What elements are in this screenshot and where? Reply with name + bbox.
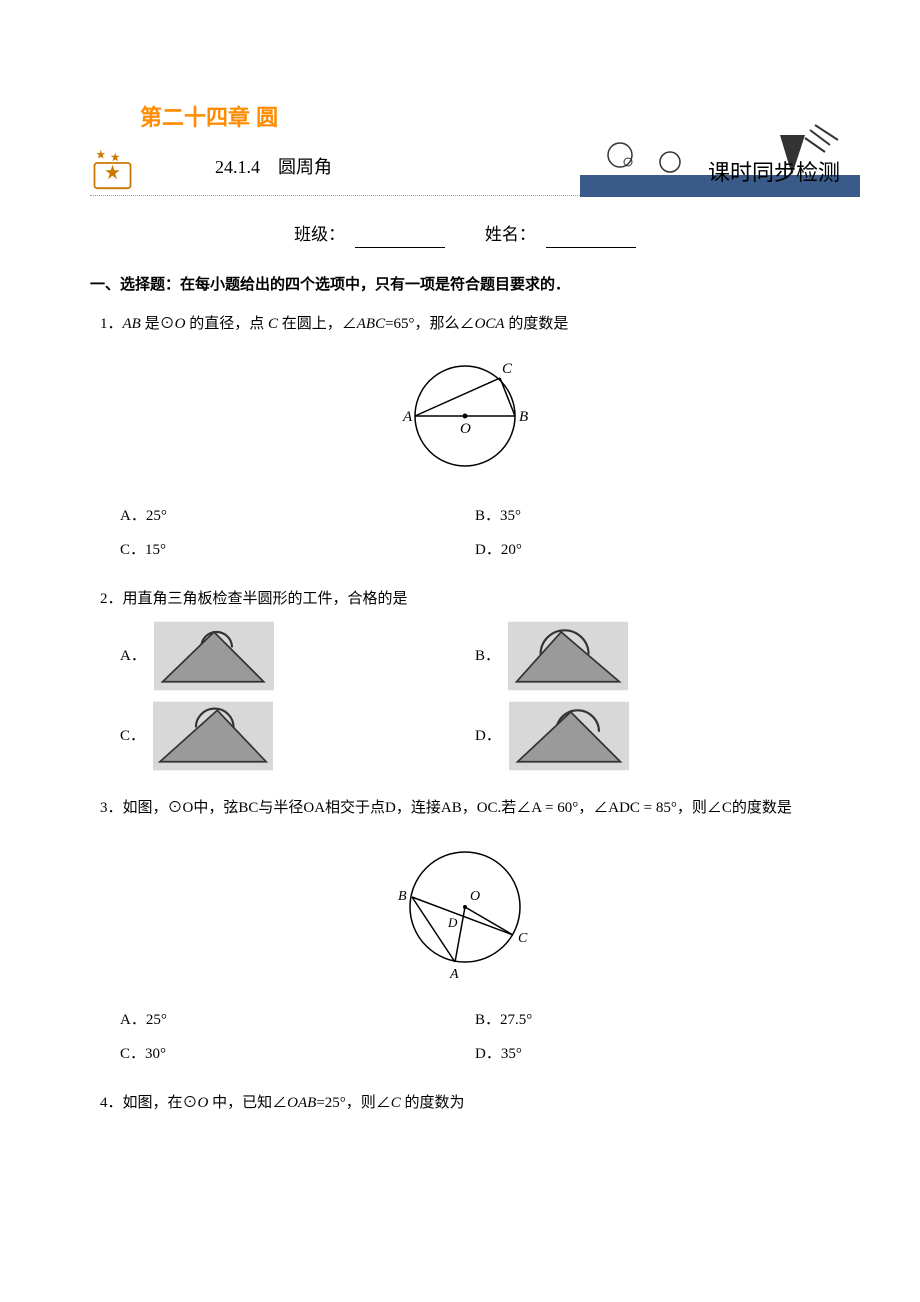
section-number: 24.1.4 [215,157,260,177]
section-title: 24.1.4 圆周角 [215,153,332,182]
svg-text:O: O [470,889,480,904]
svg-text:A: A [402,409,413,425]
q2-opt-a-label: A． [120,644,146,668]
q3-option-a: A．25° [120,1008,475,1032]
q1-figure: A B C O [100,351,830,489]
q2-prefix: 2． [100,591,123,607]
q1-option-b: B．35° [475,504,830,528]
q2-options: A． B． C． D． [100,621,830,781]
q3-text: 3．如图，⊙O中，弦BC与半径OA相交于点D，连接AB，OC.若∠A = 60°… [100,796,830,820]
banner: 课时同步检测 [580,120,860,200]
q3-options: A．25° B．27.5° C．30° D．35° [100,1008,830,1076]
q2-figure-c-icon [153,701,273,771]
q2-option-d: D． [475,701,830,771]
star-badge-icon [90,145,135,190]
q1-options: A．25° B．35° C．15° D．20° [100,504,830,572]
svg-text:B: B [398,889,407,904]
q3-prefix: 3． [100,800,123,816]
q1-option-d: D．20° [475,538,830,562]
svg-text:D: D [447,915,458,930]
q2-option-a: A． [120,621,475,691]
q3-option-d: D．35° [475,1042,830,1066]
section-1-heading: 一、选择题：在每小题给出的四个选项中，只有一项是符合题目要求的． [90,273,830,297]
q1-option-c: C．15° [120,538,475,562]
q2-figure-a-icon [154,621,274,691]
svg-text:C: C [518,931,528,946]
banner-text: 课时同步检测 [708,155,840,190]
class-input-line[interactable] [355,230,445,248]
q2-opt-b-label: B． [475,644,500,668]
q3-option-c: C．30° [120,1042,475,1066]
q2-body: 用直角三角板检查半圆形的工件，合格的是 [123,591,408,607]
q2-figure-b-icon [508,621,628,691]
class-label: 班级： [294,225,345,244]
q3-figure: O A B C D [100,835,830,993]
q2-opt-d-label: D． [475,724,501,748]
section-name: 圆周角 [278,157,332,177]
q2-text: 2．用直角三角板检查半圆形的工件，合格的是 [100,587,830,611]
svg-text:C: C [502,361,513,377]
q3-option-b: B．27.5° [475,1008,830,1032]
question-1: 1．AB 是⊙O 的直径，点 C 在圆上，∠ABC=65°，那么∠OCA 的度数… [90,312,830,572]
question-3: 3．如图，⊙O中，弦BC与半径OA相交于点D，连接AB，OC.若∠A = 60°… [90,796,830,1076]
question-2: 2．用直角三角板检查半圆形的工件，合格的是 A． B． C． [90,587,830,781]
q1-option-a: A．25° [120,504,475,528]
q3-body: 如图，⊙O中，弦BC与半径OA相交于点D，连接AB，OC.若∠A = 60°，∠… [123,800,792,816]
q4-prefix: 4． [100,1095,123,1111]
name-input-line[interactable] [546,230,636,248]
name-label: 姓名： [485,225,536,244]
q1-text: 1．AB 是⊙O 的直径，点 C 在圆上，∠ABC=65°，那么∠OCA 的度数… [100,312,830,336]
q1-prefix: 1． [100,316,123,332]
svg-text:O: O [460,421,471,437]
q2-opt-c-label: C． [120,724,145,748]
svg-text:B: B [519,409,528,425]
header-row: 24.1.4 圆周角 课时同步检测 [90,145,830,190]
q2-option-c: C． [120,701,475,771]
q4-text: 4．如图，在⊙O 中，已知∠OAB=25°，则∠C 的度数为 [100,1091,830,1115]
svg-text:A: A [449,967,459,982]
q2-option-b: B． [475,621,830,691]
question-4: 4．如图，在⊙O 中，已知∠OAB=25°，则∠C 的度数为 [90,1091,830,1115]
info-row: 班级： 姓名： [90,221,830,248]
q2-figure-d-icon [509,701,629,771]
